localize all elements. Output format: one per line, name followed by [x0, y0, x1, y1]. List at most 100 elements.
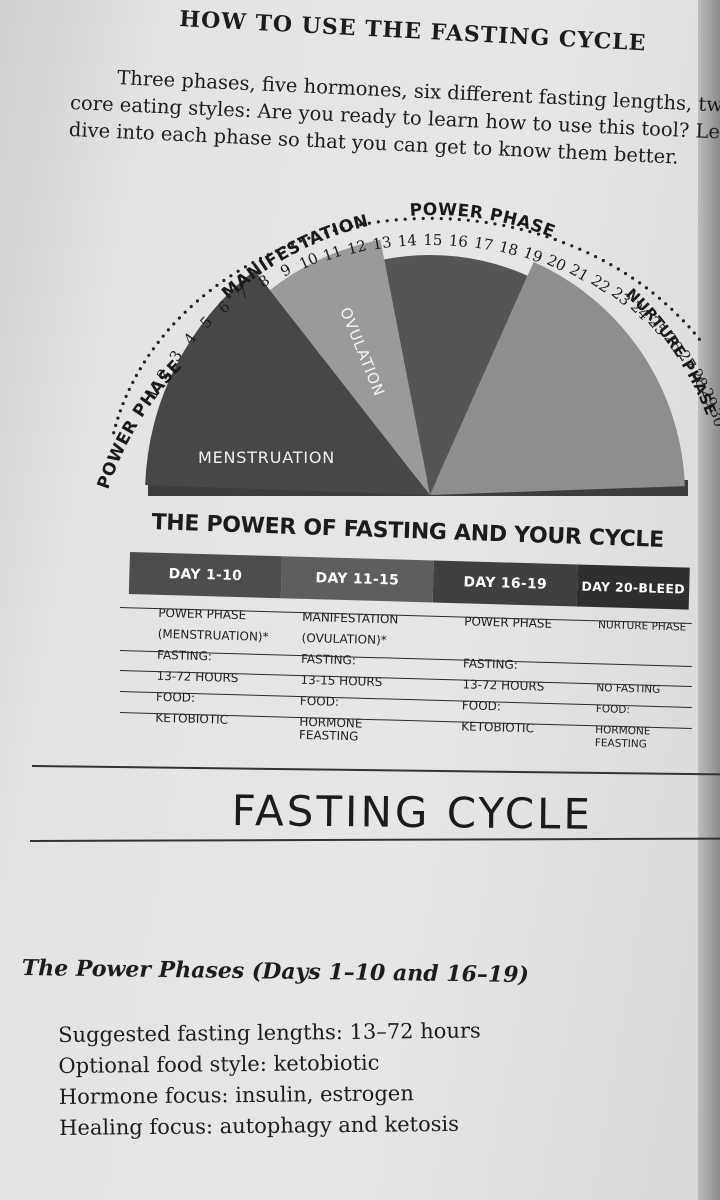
arc-dot: [376, 220, 380, 224]
arc-dot: [430, 216, 434, 220]
fasting-value: NO FASTING: [596, 682, 661, 696]
day-number: 17: [473, 233, 495, 254]
day-number: 15: [423, 231, 442, 249]
phase-sub: [597, 636, 688, 660]
day-number: 29: [698, 385, 720, 409]
cycle-wedges: [145, 239, 688, 496]
arc-dot: [332, 228, 336, 233]
arc-dot: [664, 302, 668, 306]
arc-dot: [394, 218, 398, 222]
fact-line: Healing focus: autophagy and ketosis: [59, 1111, 460, 1140]
arc-dot: [578, 247, 582, 251]
arc-dot: [670, 307, 674, 311]
fasting-label: [597, 657, 688, 681]
wedge-power-phase: [384, 255, 528, 495]
day-number: 11: [321, 242, 345, 265]
arc-dot: [616, 267, 620, 271]
arc-dot: [586, 251, 590, 255]
arc-dot: [138, 367, 142, 371]
arc-dot: [359, 223, 363, 227]
arc-dot: [657, 296, 662, 300]
day-number: 13: [371, 233, 393, 254]
fasting-cycle-banner: FASTING CYCLE: [231, 786, 594, 839]
day-number: 19: [521, 243, 545, 266]
arc-dot: [243, 265, 247, 269]
arc-dot: [421, 216, 425, 221]
arc-dot: [493, 222, 497, 226]
arc-dot: [177, 316, 181, 320]
wedge-nurture-phase: [430, 262, 685, 495]
arc-dot: [307, 236, 311, 240]
arc-dot: [147, 353, 151, 357]
arc-dot: [315, 233, 319, 237]
banner-bottom-rule: [29, 837, 720, 842]
day-number: 22: [588, 271, 614, 297]
arc-dot: [385, 219, 389, 223]
phase-name: NURTURE PHASE: [597, 619, 687, 634]
arc-dot: [290, 242, 294, 246]
arc-dot: [484, 220, 488, 225]
arc-dot: [367, 221, 371, 225]
arc-dot: [183, 310, 187, 314]
arc-dot: [222, 278, 226, 283]
food-label: FOOD:: [299, 693, 340, 709]
arc-dot: [189, 304, 193, 309]
arc-dot: [601, 258, 605, 263]
table-header-day-1-10: DAY 1-10: [128, 552, 282, 599]
book-spine-shadow: [698, 0, 720, 1200]
day-number: 21: [566, 260, 592, 285]
arc-dot: [623, 271, 628, 276]
arc-dot: [510, 225, 515, 229]
arc-dot: [403, 217, 407, 221]
arc-dot: [121, 402, 125, 406]
wedge-menstruation: [145, 270, 430, 495]
arc-dot: [439, 217, 443, 221]
arc-dot: [553, 237, 557, 242]
section-facts: Suggested fasting lengths: 13–72 hours O…: [58, 1016, 482, 1144]
arc-dot: [166, 328, 170, 332]
page-title: HOW TO USE THE FASTING CYCLE: [178, 6, 648, 57]
arc-dot: [114, 423, 118, 427]
arc-dot: [161, 334, 165, 338]
section-heading: The Power Phases (Days 1–10 and 16–19): [21, 955, 530, 989]
day-number: 16: [448, 231, 469, 251]
arc-dot: [142, 360, 147, 364]
arc-dot: [631, 276, 635, 280]
arc-dot: [457, 217, 461, 222]
arc-dot: [112, 431, 116, 435]
arc-dot: [676, 313, 680, 317]
arc-dot: [687, 325, 691, 329]
table-header-day-20-bleed: DAY 20-BLEED: [576, 564, 690, 610]
arc-dot: [324, 231, 328, 235]
arc-dot: [528, 230, 532, 234]
arc-dot: [124, 394, 128, 398]
arc-dot: [195, 299, 199, 303]
arc-dot: [519, 227, 523, 231]
day-number: 14: [397, 231, 417, 250]
day-number: 12: [346, 236, 369, 258]
arc-dot: [215, 283, 219, 287]
arc-dot: [412, 217, 416, 221]
wedge-ovulation: [269, 239, 430, 495]
arc-dot: [681, 319, 686, 323]
segment-label-menstruation: MENSTRUATION: [198, 448, 335, 467]
fact-line: Hormone focus: insulin, estrogen: [58, 1081, 414, 1109]
arc-dot: [116, 416, 120, 420]
arc-dot: [298, 239, 303, 243]
arc-dot: [475, 219, 479, 223]
arc-dot: [229, 274, 233, 278]
arc-dot: [638, 281, 642, 285]
arc-dot: [609, 263, 613, 267]
arc-dot: [127, 387, 131, 391]
arc-dot: [202, 294, 206, 298]
day-number: 18: [497, 237, 520, 259]
arc-dot: [562, 241, 566, 245]
arc-dot: [350, 224, 354, 228]
phase-name: POWER PHASE: [463, 614, 553, 631]
food-value: KETOBIOTIC: [461, 719, 535, 736]
arc-dot: [236, 269, 240, 273]
arc-dot: [282, 245, 286, 250]
arc-dot: [172, 322, 176, 326]
